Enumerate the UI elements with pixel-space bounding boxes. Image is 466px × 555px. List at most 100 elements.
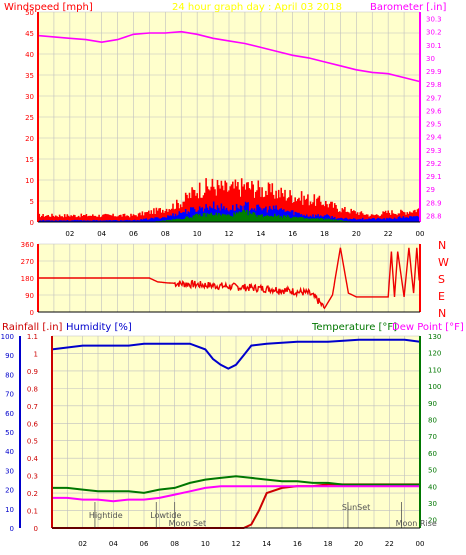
direction-tick-label: 0 xyxy=(30,309,34,317)
rain-x-tick-label: 20 xyxy=(354,540,363,548)
humidity-tick-label: 30 xyxy=(5,467,14,475)
barometer-tick-label: 30.2 xyxy=(426,29,442,37)
windspeed-tick-label: 35 xyxy=(25,72,34,80)
windspeed-tick-label: 30 xyxy=(25,93,34,101)
rainfall-tick-label: 0.3 xyxy=(27,473,38,481)
humidity-tick-label: 50 xyxy=(5,429,14,437)
barometer-tick-label: 29.1 xyxy=(426,173,442,181)
dew-point-axis-label: Dew Point [°F] xyxy=(392,322,464,333)
axes xyxy=(19,12,421,529)
rain-x-tick-label: 14 xyxy=(262,540,271,548)
humidity-series xyxy=(51,338,421,370)
windspeed-tick-label: 50 xyxy=(25,9,34,17)
rainfall-tick-label: 1 xyxy=(34,350,38,358)
barometer-tick-label: 29.4 xyxy=(426,134,442,142)
temperature-tick-label: 130 xyxy=(428,333,441,341)
wind-x-tick-label: 16 xyxy=(288,230,297,238)
barometer-tick-label: 29.6 xyxy=(426,107,442,115)
barometer-tick-label: 29.2 xyxy=(426,160,442,168)
rain-x-tick-label: 18 xyxy=(324,540,333,548)
rainfall-axis-label: Rainfall [.in] xyxy=(2,322,63,333)
temperature-axis-label: Temperature [°F] xyxy=(311,322,397,333)
rain-x-tick-label: 22 xyxy=(385,540,394,548)
wind-x-tick-label: 00 xyxy=(416,230,425,238)
event-marker-label: Hightide xyxy=(89,511,123,520)
event-marker-label: SunSet xyxy=(342,503,370,512)
windspeed-tick-label: 40 xyxy=(25,51,34,59)
wind-x-tick-label: 04 xyxy=(97,230,106,238)
wind-x-tick-label: 02 xyxy=(65,230,74,238)
event-marker-label: Lowtide xyxy=(150,511,181,520)
humidity-tick-label: 60 xyxy=(5,410,14,418)
rainfall-tick-label: 0.6 xyxy=(27,420,39,428)
windspeed-tick-label: 20 xyxy=(25,135,34,143)
barometer-series xyxy=(37,30,421,83)
rainfall-tick-label: 0.4 xyxy=(27,455,39,463)
windspeed-axis-label: Windspeed [mph] xyxy=(4,2,93,13)
temperature-tick-label: 110 xyxy=(428,366,441,374)
windspeed-tick-label: 5 xyxy=(30,198,34,206)
barometer-tick-label: 29.5 xyxy=(426,121,442,129)
barometer-tick-label: 30.1 xyxy=(426,42,442,50)
compass-label: S xyxy=(438,273,445,286)
rain-x-tick-label: 10 xyxy=(201,540,210,548)
temperature-tick-label: 20 xyxy=(428,517,437,525)
rain-x-tick-label: 08 xyxy=(170,540,179,548)
temperature-tick-label: 100 xyxy=(428,383,441,391)
series-lines xyxy=(37,30,421,529)
windspeed-tick-label: 10 xyxy=(25,177,34,185)
rainfall-tick-label: 0.1 xyxy=(27,508,38,516)
windspeed-tick-label: 45 xyxy=(25,30,34,38)
windspeed-tick-label: 15 xyxy=(25,156,34,164)
rain-x-tick-label: 16 xyxy=(293,540,302,548)
barometer-tick-label: 29 xyxy=(426,186,435,194)
compass-label: N xyxy=(438,307,446,320)
temperature-tick-label: 90 xyxy=(428,400,437,408)
dew-point-series xyxy=(52,485,420,503)
barometer-tick-label: 28.9 xyxy=(426,199,442,207)
barometer-tick-label: 29.8 xyxy=(426,81,442,89)
temperature-tick-label: 70 xyxy=(428,433,437,441)
humidity-tick-label: 40 xyxy=(5,448,14,456)
wind-x-tick-label: 08 xyxy=(161,230,170,238)
compass-label: E xyxy=(438,290,445,303)
windspeed-tick-label: 25 xyxy=(25,114,34,122)
barometer-tick-label: 29.3 xyxy=(426,147,442,155)
humidity-tick-label: 10 xyxy=(5,506,14,514)
chart-title: 24 hour graph day : April 03 2018 xyxy=(172,2,342,13)
humidity-tick-label: 0 xyxy=(10,525,14,533)
humidity-tick-label: 80 xyxy=(5,371,14,379)
wind-x-tick-label: 10 xyxy=(193,230,202,238)
direction-tick-label: 90 xyxy=(25,292,34,300)
rain-x-tick-label: 00 xyxy=(416,540,425,548)
direction-tick-label: 360 xyxy=(21,241,34,249)
barometer-tick-label: 30 xyxy=(426,55,435,63)
humidity-axis-label: Humidity [%] xyxy=(66,322,132,333)
windspeed-tick-label: 0 xyxy=(30,219,34,227)
barometer-tick-label: 29.9 xyxy=(426,68,442,76)
barometer-tick-label: 30.3 xyxy=(426,16,442,24)
direction-tick-label: 270 xyxy=(21,258,34,266)
rainfall-tick-label: 0.8 xyxy=(27,385,38,393)
temperature-series xyxy=(52,475,420,494)
wind-low-series xyxy=(149,209,356,222)
wind-x-tick-label: 06 xyxy=(129,230,138,238)
wind-x-tick-label: 12 xyxy=(225,230,234,238)
humidity-tick-label: 20 xyxy=(5,487,14,495)
temperature-tick-label: 60 xyxy=(428,450,437,458)
compass-label: W xyxy=(438,256,449,269)
wind-x-tick-label: 14 xyxy=(256,230,265,238)
event-marker-label: Moon Set xyxy=(169,519,206,528)
barometer-tick-label: 28.8 xyxy=(426,212,442,220)
temperature-tick-label: 80 xyxy=(428,416,437,424)
wind-x-tick-label: 22 xyxy=(384,230,393,238)
wind-direction-series xyxy=(38,247,420,310)
temperature-tick-label: 30 xyxy=(428,500,437,508)
rainfall-tick-label: 1.1 xyxy=(27,333,38,341)
rainfall-tick-label: 0.9 xyxy=(27,368,38,376)
rainfall-tick-label: 0.5 xyxy=(27,438,38,446)
humidity-tick-label: 90 xyxy=(5,352,14,360)
rainfall-tick-label: 0 xyxy=(34,525,38,533)
